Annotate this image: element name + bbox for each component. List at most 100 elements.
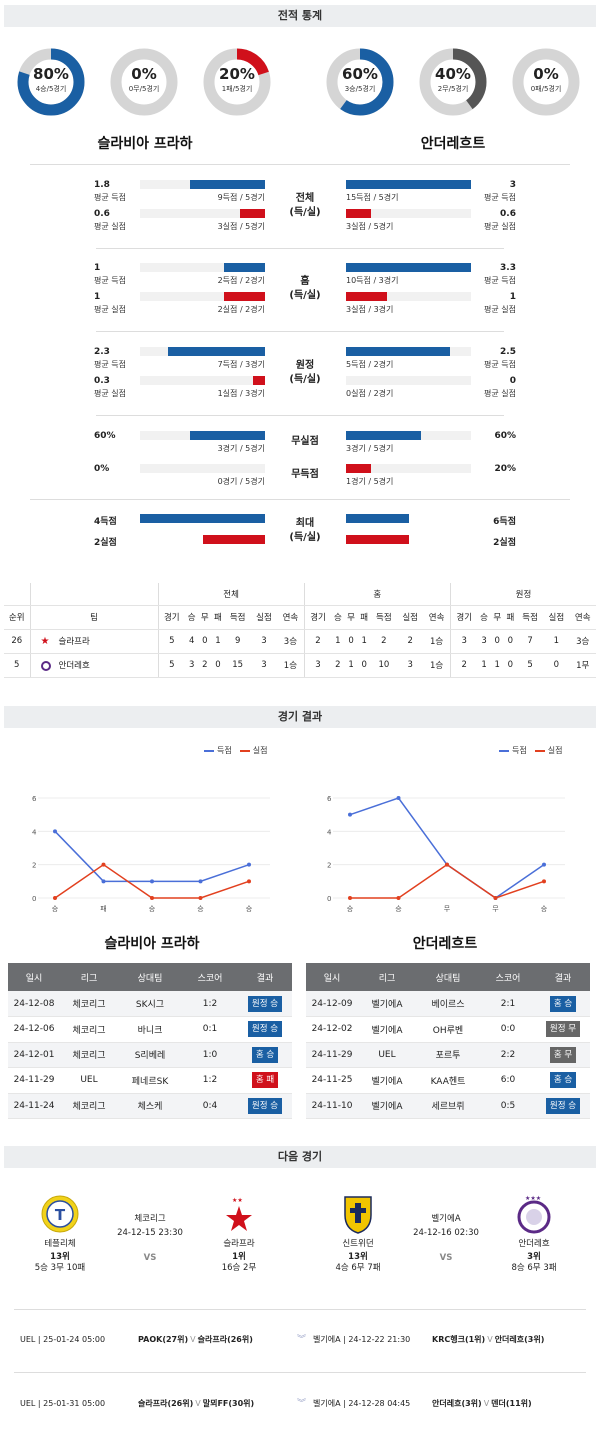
standings-cell: 2 [198,653,212,678]
standings-rank: 26 [4,629,30,654]
standings-cell: 1 [331,629,345,654]
results-header: 일시 [306,963,358,991]
results-header: 스코어 [480,963,536,991]
result-badge: 원정 승 [545,1097,581,1114]
standings-cell: 3 [449,629,478,654]
max-bar [346,535,409,544]
future-fixture-row[interactable]: UEL | 25-01-31 05:00 슬라프라(26위) V 말뫼FF(30위) ︾… [14,1395,586,1413]
donut-percent: 60% [342,65,378,83]
x-tick-label: 무 [444,905,451,913]
left-bar [223,263,265,272]
donut-chart: 80% 4승/5경기 [17,48,85,116]
result-badge: 원정 승 [247,1021,283,1038]
standings-header: 실점 [397,605,424,630]
result-row[interactable]: 24-12-02 벨기에A OH루벤 0:0 원정 무 [306,1016,590,1043]
standings-group-away: 원정 [449,583,596,606]
right-caption: 3실점 / 5경기 [346,222,394,231]
result-row[interactable]: 24-11-10 벨기에A 세르브뤼 0:5 원정 승 [306,1093,590,1119]
future-fixture-row[interactable]: UEL | 25-01-24 05:00 PAOK(27위) V 슬라프라(26위) ︾… [14,1331,586,1349]
result-score: 0:0 [480,1016,536,1043]
x-tick-label: 승 [541,905,548,913]
slavia-logo-icon: ★★ [226,1197,252,1231]
result-league: 벨기에A [358,1016,416,1043]
legend-label-conceded: 실점 [547,746,563,755]
result-row[interactable]: 24-11-29 UEL 페네르SK 1:2 홈 패 [8,1067,292,1094]
standings-team[interactable]: 안더레흐 [29,653,158,678]
donut-track [110,48,178,116]
result-badge: 원정 승 [247,1097,283,1114]
donut-caption: 0패/5경기 [530,85,562,93]
stat-group-subtitle: (득/실) [289,290,321,301]
svg-text:★★: ★★ [232,1197,243,1204]
result-opp: KAA헨트 [416,1067,480,1094]
result-date: 24-12-02 [306,1016,358,1043]
donut-ring [512,48,580,116]
conceded-point [53,896,57,900]
result-badge: 홈 무 [549,1046,577,1063]
donut-arc [419,48,487,116]
results-away-title: 안더레흐트 [412,936,478,952]
results-header: 리그 [60,963,118,991]
standings-header: 무 [490,605,504,630]
future-right-info: 벨기에A | 24-12-22 21:30 [313,1335,411,1344]
result-badge: 홈 패 [251,1072,279,1089]
result-date: 24-11-10 [306,1093,358,1119]
result-row[interactable]: 24-11-29 UEL 포르투 2:2 홈 무 [306,1042,590,1068]
future-left-match: PAOK(27위) V 슬라프라(26위) [138,1331,253,1349]
donut-caption: 0무/5경기 [128,85,160,93]
future-right-away: 덴더(11위) [491,1399,532,1408]
result-opp: 바니크 [118,1016,182,1043]
x-tick-label: 승 [395,905,402,913]
left-value: 1.8 [94,180,110,190]
max-bar [202,535,265,544]
result-row[interactable]: 24-11-25 벨기에A KAA헨트 6:0 홈 승 [306,1067,590,1094]
divider [96,415,504,416]
standings-cell: 2 [449,653,478,678]
result-cell: 원정 승 [238,1093,292,1119]
conceded-point [542,879,546,884]
goals-point [542,862,546,867]
result-row[interactable]: 24-12-06 체코리그 바니크 0:1 원정 승 [8,1016,292,1043]
result-cell: 원정 무 [536,1016,590,1043]
divider [30,499,570,500]
next-2-datetime: 24-12-16 02:30 [413,1228,479,1238]
future-left-info: UEL | 25-01-31 05:00 [20,1399,106,1408]
donut-caption: 3승/5경기 [344,85,376,93]
y-tick-label: 2 [32,862,36,870]
result-row[interactable]: 24-12-09 벨기에A 베이르스 2:1 홈 승 [306,991,590,1017]
standings-cell: 0 [490,629,504,654]
result-league: UEL [60,1067,118,1094]
result-row[interactable]: 24-12-01 체코리그 S리베레 1:0 홈 승 [8,1042,292,1068]
left-value: 1 [94,292,101,302]
donut-chart: 40% 2무/5경기 [419,48,487,116]
result-row[interactable]: 24-11-24 체코리그 체스케 0:4 원정 승 [8,1093,292,1119]
next-2-away-name: 안더레흐 [518,1239,550,1249]
future-left-away: 말뫼FF(30위) [202,1399,255,1408]
right-bar-track [346,376,471,385]
x-tick-label: 무 [492,905,499,913]
future-right-match: KRC헹크(1위) V 안더레흐(3위) [432,1331,544,1349]
result-league: 체코리그 [60,1042,118,1068]
result-row[interactable]: 24-12-08 체코리그 SK시그 1:2 원정 승 [8,991,292,1017]
standings-team-name: 슬라프라 [58,637,90,647]
next-2-vs: VS [439,1253,453,1263]
right-label: 평균 득점 [484,276,516,285]
legend-goals: 득점 [204,746,232,755]
conceded-point [348,896,352,900]
standings-cell: 0 [543,653,570,678]
left-caption: 1실점 / 3경기 [217,389,265,398]
right-value: 2.5 [500,347,516,357]
result-score: 1:2 [182,1067,238,1094]
result-cell: 원정 승 [536,1093,590,1119]
max-subtitle: (득/실) [289,532,321,543]
standings-cell: 9 [224,629,251,654]
standings-header: 득점 [224,605,251,630]
result-badge: 원정 승 [247,995,283,1012]
right-caption: 0실점 / 2경기 [346,389,394,398]
standings-team[interactable]: ★ 슬라프라 [29,629,158,654]
standings-cell: 3 [477,629,491,654]
home-team-title: 슬라비아 프라하 [97,136,193,152]
home-results-table: 일시 리그 상대팀 스코어 결과 24-12-08 체코리그 SK시그 1:2 원정 승 24-12… [8,963,292,1119]
future-left-home: PAOK(27위) [138,1335,189,1344]
left-bar-track [140,464,265,473]
